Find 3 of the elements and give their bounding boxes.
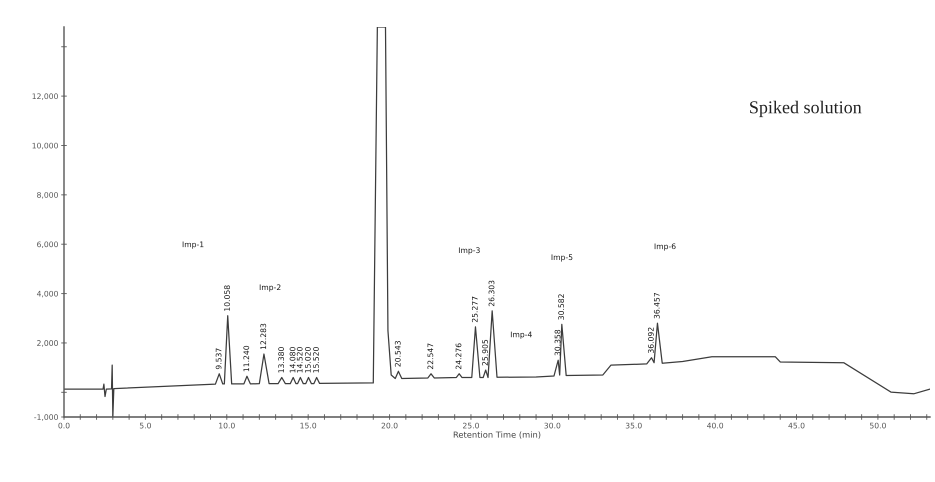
text: Spiked solution [750, 100, 862, 118]
x-axis-title: Retention Time (min) [454, 431, 540, 439]
line-series [64, 27, 930, 417]
